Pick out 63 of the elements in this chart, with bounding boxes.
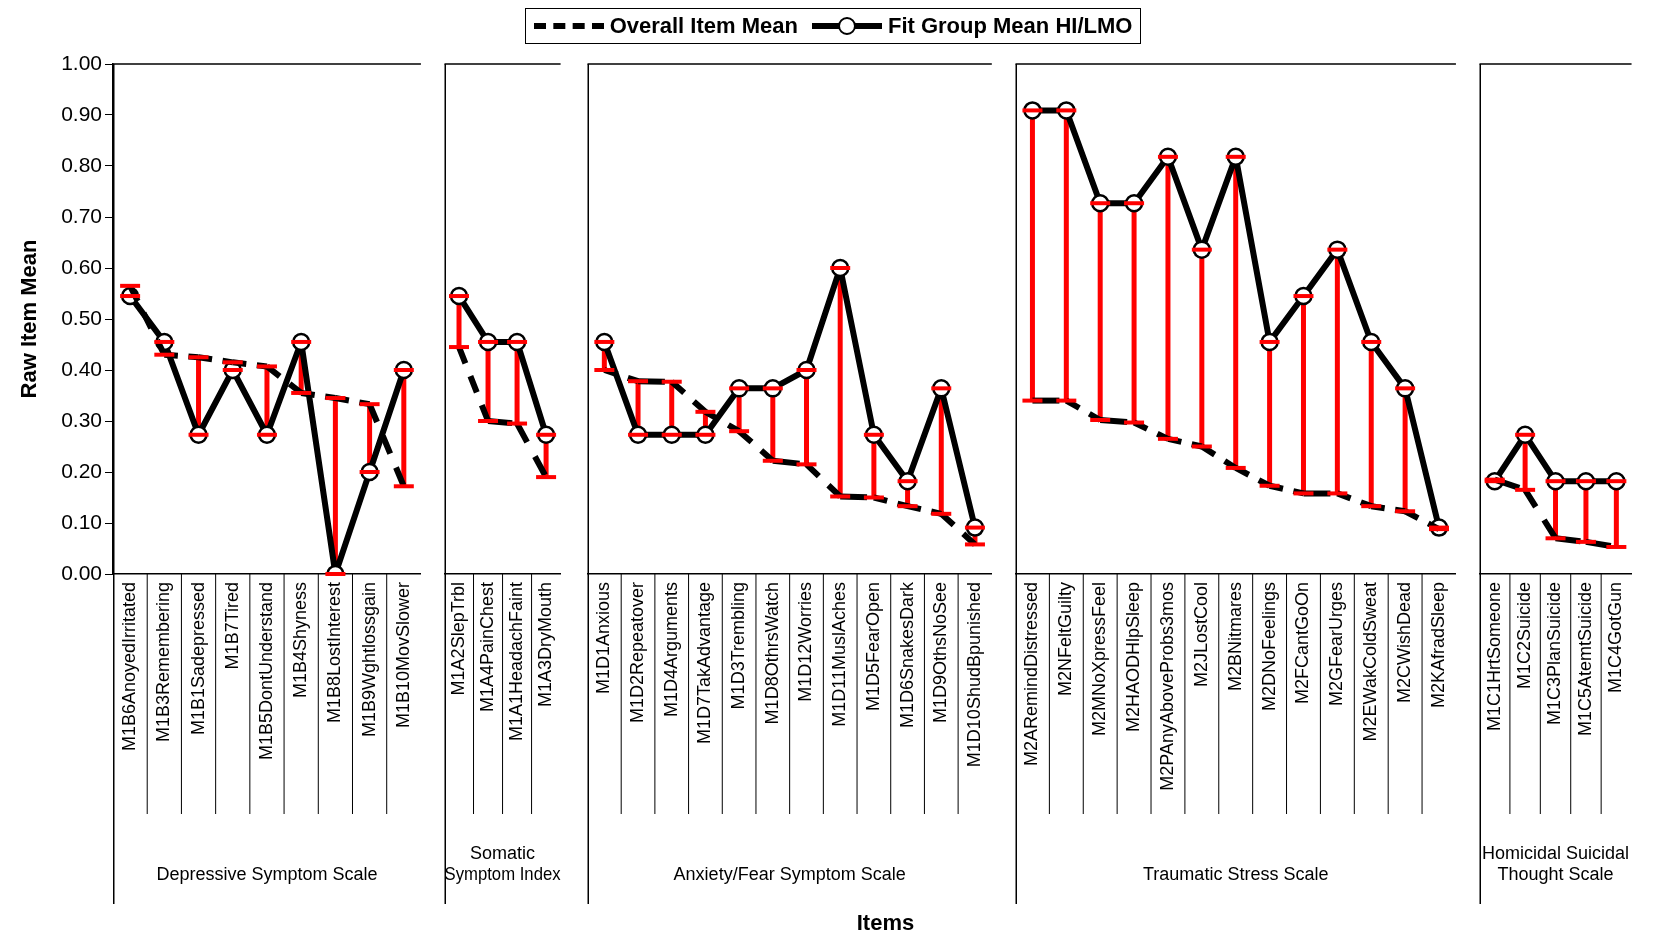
x-tick-label: M2KAfradSleep (1427, 582, 1448, 709)
x-tick-label: M1D4Arguments (660, 582, 681, 718)
x-tick-label: M2JLostCool (1190, 582, 1211, 688)
x-tick-label: M1B4Shyness (290, 582, 311, 699)
x-tick-label: M1A3DryMouth (535, 582, 556, 708)
x-tick-label: M1D7TakAdvantage (694, 582, 715, 745)
x-tick-label: M1B7Tired (221, 582, 242, 670)
x-tick-label: M1C2Suicide (1514, 582, 1535, 690)
x-tick-label: M1B9Wghtlossgain (358, 582, 379, 738)
y-tick-label: 0.40 (61, 356, 102, 380)
x-tick-label: M1B1Sadepressed (187, 582, 208, 736)
text: Items (855, 910, 916, 936)
x-tick-label: M1C4GotGun (1605, 582, 1626, 694)
x-axis-title: Homicidal Suicidal Thought Scale (1482, 842, 1630, 885)
x-tick-label: M2FCantGoOn (1292, 582, 1313, 705)
y-tick-label: 0.90 (61, 101, 102, 125)
y-tick-label: 0.00 (61, 560, 102, 584)
x-axis-title: Traumatic Stress Scale (1143, 864, 1329, 885)
x-tick-label: M1D2Repeatover (627, 582, 648, 724)
x-tick-label: M1D1Anxious (593, 582, 614, 695)
x-tick-label: M2GFearUrges (1326, 582, 1347, 707)
y-axis-title: Raw Item Mean (16, 239, 42, 399)
x-tick-label: M2DNoFeelings (1258, 582, 1279, 712)
x-tick-label: M1D3Trembling (728, 582, 749, 710)
legend-label: Overall Item Mean (608, 13, 798, 39)
x-tick-label: M1D10ShudBpunished (963, 582, 984, 768)
x-tick-label: M1D8OthrsWatch (761, 582, 782, 725)
y-tick-label: 0.20 (61, 458, 102, 482)
x-tick-label: M1D12Worries (795, 582, 816, 702)
y-tick-label: 0.50 (61, 305, 102, 329)
x-tick-label: M2MNoXpressFeel (1089, 582, 1110, 737)
x-tick-label: M1A1HeadachFaint (506, 582, 527, 742)
x-tick-label: M2BNitmares (1224, 582, 1245, 692)
x-tick-label: M1D9OthsNoSee (930, 582, 951, 724)
x-tick-label: M2HAODHlpSleep (1123, 582, 1144, 733)
x-axis-title: Somatic Symptom Index (444, 842, 561, 885)
x-tick-label: M1B8LostInterest (324, 582, 345, 724)
x-axis-title: Anxiety/Fear Symptom Scale (673, 864, 906, 885)
x-tick-label: M2ARemindDistressed (1021, 582, 1042, 767)
x-tick-label: M1B5DontUnderstand (255, 582, 276, 761)
x-tick-label: M1B3Remembering (153, 582, 174, 743)
x-tick-label: M1D11MuslAches (829, 582, 850, 727)
x-tick-label: M1D5FearOpen (862, 582, 883, 712)
legend-label: Fit Group Mean HI/LMO (886, 13, 1133, 39)
x-tick-label: M1A4PainChest (477, 582, 498, 713)
y-tick-label: 0.10 (61, 509, 102, 533)
x-tick-label: M2CWishDead (1394, 582, 1415, 704)
x-tick-label: M1A2SlepTrbl (447, 582, 468, 696)
y-tick-label: 0.60 (61, 254, 102, 278)
x-tick-label: M2EWakColdSweat (1360, 582, 1381, 742)
x-tick-label: M1C1HrtSomeone (1483, 582, 1504, 732)
x-tick-label: M1C5AtemtSuicide (1574, 582, 1595, 737)
x-tick-label: M1D6SnakesDark (896, 581, 917, 729)
x-axis-title: Depressive Symptom Scale (156, 864, 378, 885)
x-tick-label: M1B6AnoyedIrritated (119, 582, 140, 752)
x-tick-label: M1B10MovSlower (392, 582, 413, 729)
y-tick-label: 1.00 (61, 50, 102, 74)
x-tick-label: M2NFeltGuilty (1055, 582, 1076, 697)
y-tick-label: 0.70 (61, 203, 102, 227)
y-tick-label: 0.80 (61, 152, 102, 176)
x-tick-label: M1C3PlanSuicide (1544, 582, 1565, 726)
x-tick-label: M2PAnyAboveProbs3mos (1156, 582, 1177, 791)
y-tick-label: 0.30 (61, 407, 102, 431)
